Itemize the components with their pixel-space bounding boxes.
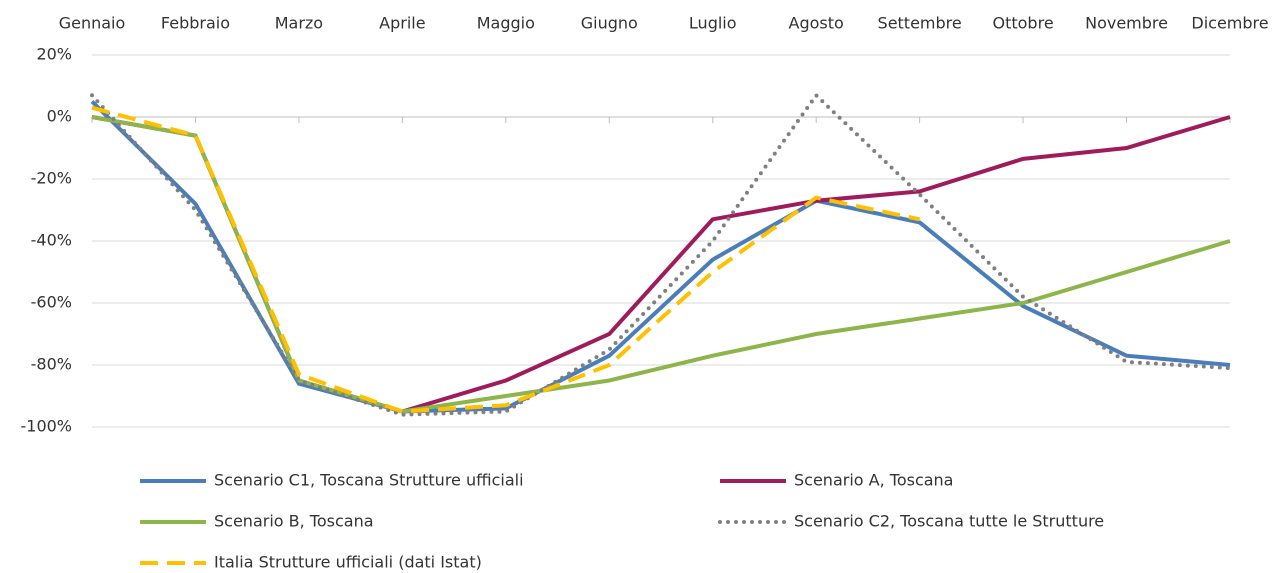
y-tick-label: 20%	[36, 45, 72, 64]
legend-label: Scenario C1, Toscana Strutture ufficiali	[214, 471, 524, 490]
x-tick-label: Luglio	[689, 14, 737, 33]
x-tick-label: Ottobre	[993, 14, 1054, 33]
x-tick-label: Aprile	[379, 14, 425, 33]
legend-label: Italia Strutture ufficiali (dati Istat)	[214, 553, 482, 572]
x-tick-label: Maggio	[477, 14, 535, 33]
y-tick-label: -40%	[31, 231, 72, 250]
legend-label: Scenario C2, Toscana tutte le Strutture	[794, 512, 1104, 531]
x-tick-label: Marzo	[275, 14, 323, 33]
x-tick-label: Febbraio	[161, 14, 230, 33]
y-tick-label: -80%	[31, 355, 72, 374]
x-tick-label: Giugno	[581, 14, 638, 33]
y-tick-label: -60%	[31, 293, 72, 312]
y-tick-label: 0%	[47, 107, 72, 126]
y-tick-label: -100%	[20, 417, 72, 436]
x-tick-label: Dicembre	[1191, 14, 1268, 33]
y-tick-label: -20%	[31, 169, 72, 188]
series-line	[91, 115, 1231, 414]
x-tick-label: Gennaio	[59, 14, 126, 33]
series-line	[90, 100, 1231, 414]
series-line	[90, 92, 1232, 417]
series-line	[91, 105, 921, 414]
x-tick-label: Agosto	[789, 14, 844, 33]
legend-label: Scenario B, Toscana	[214, 512, 374, 531]
x-tick-label: Settembre	[878, 14, 962, 33]
legend-label: Scenario A, Toscana	[794, 471, 953, 490]
x-tick-label: Novembre	[1085, 14, 1168, 33]
